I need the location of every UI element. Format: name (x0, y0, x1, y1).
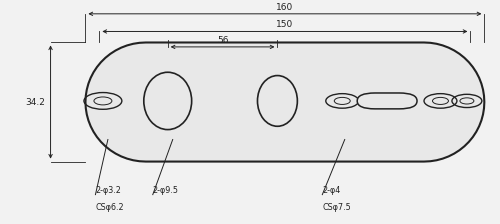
Text: 34.2: 34.2 (26, 97, 46, 107)
Text: CSφ6.2: CSφ6.2 (96, 203, 124, 212)
Text: 56: 56 (217, 36, 228, 45)
Text: 150: 150 (276, 20, 293, 29)
Text: 2-φ4: 2-φ4 (322, 186, 340, 195)
PathPatch shape (86, 43, 484, 162)
FancyBboxPatch shape (357, 93, 417, 109)
Text: 2-φ3.2: 2-φ3.2 (96, 186, 122, 195)
Text: 160: 160 (276, 3, 293, 12)
Text: CSφ7.5: CSφ7.5 (322, 203, 351, 212)
Text: 2-φ9.5: 2-φ9.5 (153, 186, 179, 195)
